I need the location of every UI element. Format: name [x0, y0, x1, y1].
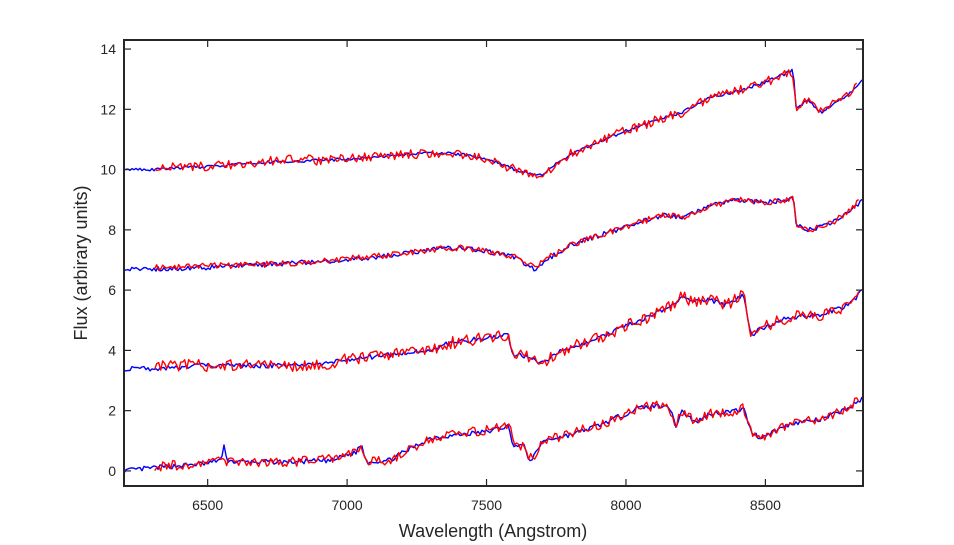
axes-layer: [123, 39, 864, 487]
y-axis-label: Flux (arbirary units): [71, 185, 91, 340]
y-tick-label: 4: [108, 342, 116, 358]
spectrum-1-observed-line: [154, 397, 860, 472]
y-tick-label: 6: [108, 282, 116, 298]
x-axis-label: Wavelength (Angstrom): [399, 521, 587, 541]
x-tick-label: 8500: [750, 497, 781, 513]
spectrum-3-observed-line: [154, 195, 860, 271]
y-tick-label: 12: [100, 101, 116, 117]
plot-frame: [123, 39, 864, 487]
ticks-layer: 6500 7000 7500 8000 8500 0 2 4 6 8 10 12 14: [100, 40, 863, 513]
y-tick-label: 8: [108, 222, 116, 238]
spectrum-2-observed-line: [154, 290, 860, 373]
plot-area: [124, 40, 863, 486]
spectrum-4-observed-line: [154, 69, 858, 179]
x-tick-label: 6500: [192, 497, 223, 513]
series-layer: [123, 68, 863, 474]
y-tick-label: 2: [108, 403, 116, 419]
x-tick-label: 8000: [610, 497, 641, 513]
x-tick-label: 7000: [332, 497, 363, 513]
y-tick-label: 14: [100, 41, 116, 57]
x-tick-label: 7500: [471, 497, 502, 513]
y-tick-label: 10: [100, 162, 116, 178]
y-tick-label: 0: [108, 463, 116, 479]
